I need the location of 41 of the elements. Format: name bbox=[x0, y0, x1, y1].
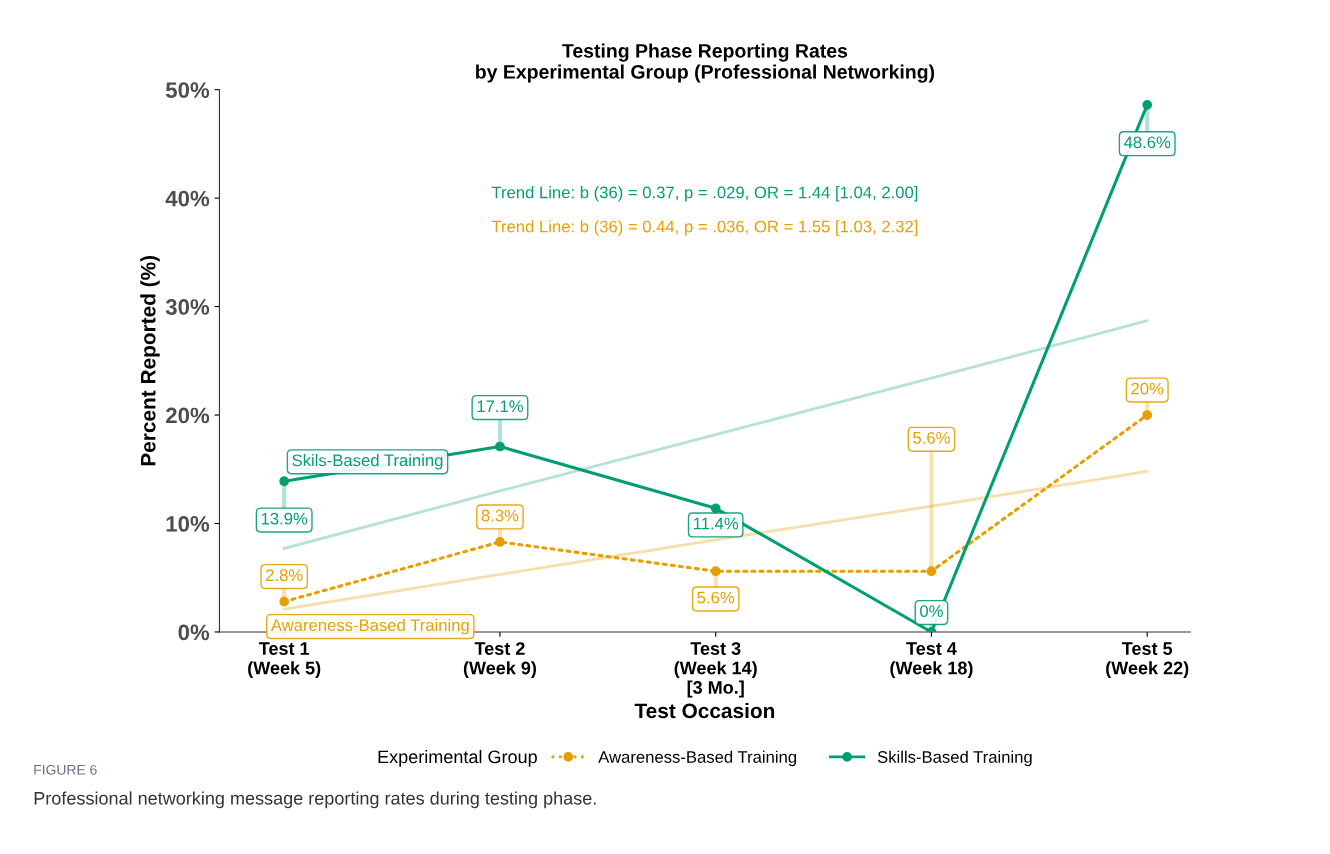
point bbox=[710, 566, 721, 577]
data-label: 13.9% bbox=[261, 512, 308, 525]
y-axis-title: Percent Reported (%) bbox=[140, 255, 160, 466]
data-label: 5.6% bbox=[697, 591, 735, 604]
point bbox=[926, 566, 937, 577]
annotation: Awareness-Based Training bbox=[270, 618, 469, 635]
legend-label: Awareness-Based Training bbox=[598, 750, 797, 767]
x-axis-title: Test Occasion bbox=[634, 702, 775, 719]
x-tick-label: Test 1 (Week 5) bbox=[248, 642, 321, 678]
text: Professional networking message reporting rates during testing phase. bbox=[34, 791, 596, 809]
annotation: Trend Line: b (36) = 0.44, p = .036, OR = 1.55 [1.03, 2.32] bbox=[491, 220, 918, 236]
caption: FIGURE 6 bbox=[34, 764, 97, 775]
annotation: Skils-Based Training bbox=[292, 453, 443, 470]
data-label: 17.1% bbox=[477, 400, 523, 413]
chart-title: Testing Phase Reporting Rates by Experimental Group (Professional Networking) bbox=[476, 43, 935, 83]
x-tick-label: Test 5 (Week 22) bbox=[1106, 642, 1189, 678]
point bbox=[279, 476, 290, 487]
point bbox=[1142, 99, 1153, 110]
data-label: 20% bbox=[1131, 382, 1164, 395]
data-label: 0% bbox=[920, 605, 943, 617]
y-tick-label: 30% bbox=[165, 299, 210, 315]
x-tick-label: Test 2 (Week 9) bbox=[463, 642, 536, 678]
annotation: Trend Line: b (36) = 0.37, p = .029, OR = 1.44 [1.04, 2.00] bbox=[491, 186, 918, 202]
x-tick-label: Test 4 (Week 18) bbox=[890, 642, 973, 678]
data-label: 11.4% bbox=[693, 517, 739, 530]
y-tick-label: 10% bbox=[166, 516, 210, 532]
point bbox=[495, 537, 505, 547]
data-label: 5.6% bbox=[913, 431, 950, 444]
point bbox=[495, 441, 505, 452]
point bbox=[279, 596, 290, 607]
x-tick-label: Test 3 (Week 14) [3 Mo.] bbox=[674, 642, 757, 698]
data-label: 8.3% bbox=[481, 509, 519, 522]
y-tick-label: 50% bbox=[165, 82, 210, 98]
legend-label: Skills-Based Training bbox=[877, 750, 1032, 767]
y-tick-label: 20% bbox=[166, 407, 210, 424]
y-tick-label: 0% bbox=[178, 624, 210, 641]
y-tick-label: 40% bbox=[165, 190, 210, 207]
data-label: 2.8% bbox=[266, 569, 303, 582]
point bbox=[1142, 410, 1153, 420]
data-label: 48.6% bbox=[1123, 136, 1171, 149]
legend-title: Experimental Group bbox=[378, 750, 537, 767]
